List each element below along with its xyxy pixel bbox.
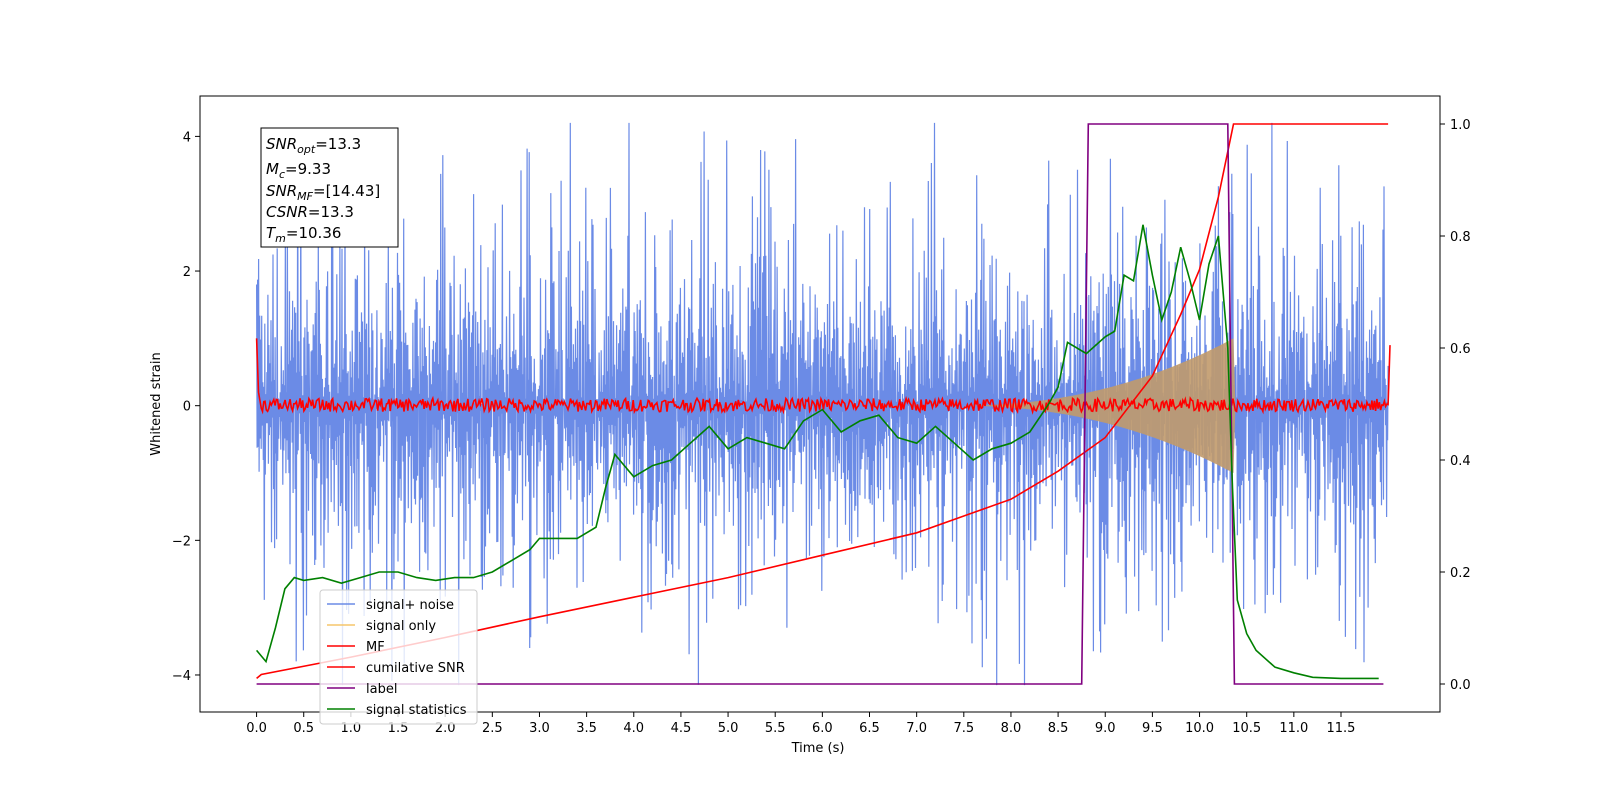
x-tick-label: 1.5 xyxy=(388,721,409,736)
x-tick-label: 7.0 xyxy=(906,721,927,736)
x-tick-label: 4.5 xyxy=(671,721,692,736)
y2-tick-label: 0.8 xyxy=(1450,230,1471,245)
x-tick-label: 6.5 xyxy=(859,721,880,736)
x-tick-label: 8.0 xyxy=(1001,721,1022,736)
info-snr-opt: SNRopt=13.3 xyxy=(266,135,361,156)
x-tick-label: 11.5 xyxy=(1327,721,1356,736)
x-tick-label: 9.0 xyxy=(1095,721,1116,736)
y-tick-label: −2 xyxy=(172,534,191,549)
x-tick-label: 1.0 xyxy=(341,721,362,736)
legend-label-mf: MF xyxy=(366,640,385,655)
series-signal-statistics xyxy=(255,224,1379,680)
info-tm: Tm=10.36 xyxy=(266,224,341,245)
x-tick-label: 10.5 xyxy=(1232,721,1261,736)
x-tick-label: 3.5 xyxy=(576,721,597,736)
legend-label-signal-noise: signal+ noise xyxy=(366,598,454,613)
y2-tick-label: 0.0 xyxy=(1450,678,1471,693)
y-axis-left: −4 −2 0 2 4 xyxy=(172,130,200,684)
info-box: SNRopt=13.3 Mc=9.33 SNRMF=[14.43] CSNR=1… xyxy=(260,127,399,248)
legend-frame xyxy=(319,589,478,725)
series-signal-only xyxy=(963,338,1236,473)
x-tick-label: 0.5 xyxy=(293,721,314,736)
x-tick-label: 5.0 xyxy=(718,721,739,736)
x-tick-label: 7.5 xyxy=(953,721,974,736)
x-axis: 0.0 0.5 1.0 1.5 2.0 2.5 3.0 3.5 4.0 4.5 5.0 5.5 6.0 6… xyxy=(246,712,1355,736)
x-tick-label: 9.5 xyxy=(1142,721,1163,736)
y-tick-label: 0 xyxy=(183,400,191,415)
y-tick-label: −4 xyxy=(172,669,191,684)
y-axis-right: 0.0 0.2 0.4 0.6 0.8 1.0 xyxy=(1440,118,1471,693)
x-tick-label: 11.0 xyxy=(1279,721,1308,736)
x-axis-label: Time (s) xyxy=(791,741,845,756)
y2-tick-label: 0.4 xyxy=(1450,454,1471,469)
x-tick-label: 2.0 xyxy=(435,721,456,736)
x-tick-label: 8.5 xyxy=(1048,721,1069,736)
x-tick-label: 6.0 xyxy=(812,721,833,736)
legend-label-signal-statistics: signal statistics xyxy=(366,703,467,718)
y-tick-label: 2 xyxy=(183,265,191,280)
series-mf xyxy=(255,338,1391,415)
info-snr-mf: SNRMF=[14.43] xyxy=(266,182,380,203)
y-axis-label: Whitened strain xyxy=(149,352,164,455)
info-mc: Mc=9.33 xyxy=(266,160,331,181)
legend-label-signal-only: signal only xyxy=(366,619,436,634)
x-tick-label: 2.5 xyxy=(482,721,503,736)
plot-frame xyxy=(199,95,1441,713)
y2-tick-label: 0.6 xyxy=(1450,342,1471,357)
y2-tick-label: 0.2 xyxy=(1450,566,1471,581)
series-label xyxy=(256,123,1384,685)
y2-tick-label: 1.0 xyxy=(1450,118,1471,133)
info-box-frame xyxy=(260,127,399,248)
legend: signal+ noise signal only MF cumilative … xyxy=(319,589,478,725)
y-tick-label: 4 xyxy=(183,130,191,145)
x-tick-label: 4.0 xyxy=(623,721,644,736)
x-tick-label: 10.0 xyxy=(1185,721,1214,736)
legend-label-label: label xyxy=(366,682,397,697)
x-tick-label: 5.5 xyxy=(765,721,786,736)
x-tick-label: 0.0 xyxy=(246,721,267,736)
info-csnr: CSNR=13.3 xyxy=(266,203,354,221)
x-tick-label: 3.0 xyxy=(529,721,550,736)
legend-label-cumulative-snr: cumilative SNR xyxy=(366,661,465,676)
